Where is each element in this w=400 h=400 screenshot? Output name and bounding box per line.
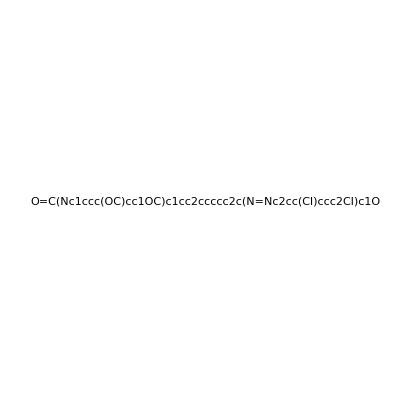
Text: O=C(Nc1ccc(OC)cc1OC)c1cc2ccccc2c(N=Nc2cc(Cl)ccc2Cl)c1O: O=C(Nc1ccc(OC)cc1OC)c1cc2ccccc2c(N=Nc2cc…	[30, 197, 380, 207]
